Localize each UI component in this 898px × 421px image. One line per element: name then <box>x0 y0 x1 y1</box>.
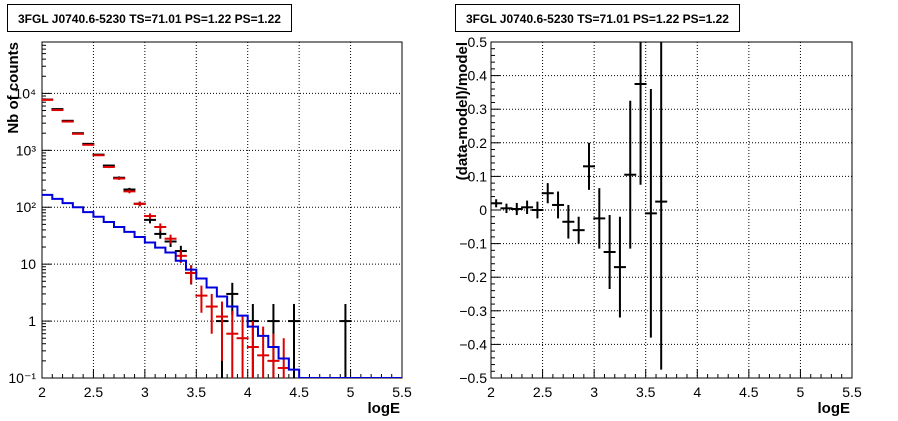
left-plot: 2 2.5 3 3.5 4 4.5 5 5.5 10⁻¹ 1 10 10² 10³ 10⁴ logE Nb o… <box>5 41 412 417</box>
right-data-point <box>491 199 503 208</box>
right-data-point <box>603 215 616 289</box>
right-data-point <box>644 89 657 338</box>
left-data-point <box>154 223 167 232</box>
left-y-tick-label: 10⁻¹ <box>8 370 36 386</box>
right-data-point <box>624 100 637 249</box>
left-x-axis-label: logE <box>368 400 401 417</box>
left-x-tick-label: 3 <box>141 384 149 400</box>
left-x-tick-label: 2 <box>38 384 46 400</box>
right-y-tick-label: 0.2 <box>468 135 488 151</box>
right-y-tick-label: 0.4 <box>468 68 488 84</box>
right-data-point <box>510 202 523 216</box>
left-plot-title: 3FGL J0740.6-5230 TS=71.01 PS=1.22 PS=1.… <box>7 4 292 32</box>
right-x-tick-label: 4.5 <box>739 384 759 400</box>
right-x-axis-label: logE <box>818 400 851 417</box>
left-series-2 <box>42 193 402 378</box>
right-data-point <box>500 203 513 214</box>
left-x-tick-label: 5 <box>347 384 355 400</box>
right-series-0 <box>491 42 668 370</box>
right-data-point <box>593 188 606 249</box>
left-data-point <box>246 321 259 378</box>
left-model-histogram <box>42 193 402 378</box>
right-y-tick-label: −0.1 <box>459 236 487 252</box>
right-x-tick-label: 2 <box>487 384 495 400</box>
left-x-tick-label: 5.5 <box>392 384 412 400</box>
right-x-tick-label: 5.5 <box>842 384 862 400</box>
left-data-point <box>267 333 280 378</box>
left-data-point <box>288 303 300 378</box>
left-data-point <box>133 201 146 207</box>
left-data-point <box>51 109 64 112</box>
left-data-point <box>102 165 115 169</box>
right-x-tick-label: 3 <box>590 384 598 400</box>
right-y-tick-label: −0.2 <box>459 269 487 285</box>
right-y-tick-label: 0.1 <box>468 168 488 184</box>
left-data-point <box>216 301 228 361</box>
right-plot: 2 2.5 3 3.5 4 4.5 5 5.5 −0.5 −0.4 −0.3 −0.2 −0.1 0 0.1… <box>454 34 862 417</box>
right-data-point <box>582 142 595 190</box>
right-y-tick-label: 0.5 <box>468 34 488 50</box>
right-data-point <box>655 42 668 370</box>
right-y-tick-label: −0.3 <box>459 303 487 319</box>
right-data <box>491 42 668 370</box>
left-y-tick-label: 10³ <box>16 142 37 158</box>
left-data-point <box>144 213 156 220</box>
left-y-tick-label: 1 <box>28 313 36 329</box>
left-y-tick-label: 10⁴ <box>14 85 36 101</box>
left-x-tick-label: 4 <box>244 384 252 400</box>
left-data-point <box>205 293 218 334</box>
right-y-tick-label: −0.4 <box>459 336 487 352</box>
left-data-point <box>164 234 177 244</box>
right-x-tick-label: 4 <box>693 384 701 400</box>
right-x-tick-label: 5 <box>797 384 805 400</box>
left-data-point <box>113 177 126 180</box>
left-data-point <box>226 311 239 378</box>
left-data-point <box>123 189 136 194</box>
left-data-point <box>195 285 208 313</box>
right-data-point <box>634 42 647 185</box>
right-y-tick-label: −0.5 <box>459 370 487 386</box>
left-data-point <box>72 132 84 135</box>
right-plot-title: 3FGL J0740.6-5230 TS=71.01 PS=1.22 PS=1.… <box>455 4 740 32</box>
left-y-tick-label: 10 <box>20 256 36 272</box>
left-x-tick-label: 4.5 <box>289 384 309 400</box>
left-data-point <box>185 265 198 284</box>
right-x-tick-label: 2.5 <box>533 384 553 400</box>
right-y-axis-label: (data-model)/model <box>454 42 471 180</box>
left-data-point <box>154 229 167 239</box>
right-x-tick-label: 3.5 <box>636 384 656 400</box>
left-data-point <box>236 316 249 378</box>
right-data-point <box>572 216 585 244</box>
right-data-point <box>541 183 554 204</box>
right-data-point <box>552 191 565 219</box>
left-x-tick-label: 2.5 <box>84 384 104 400</box>
left-y-axis-label: Nb of counts <box>5 42 22 134</box>
left-data <box>42 98 402 378</box>
right-y-tick-label: 0 <box>479 202 487 218</box>
left-data-point <box>92 154 105 157</box>
left-data-point <box>61 120 74 123</box>
right-data-point <box>613 216 626 318</box>
left-data-point <box>42 98 54 101</box>
right-data-point <box>531 201 544 219</box>
left-y-tick-label: 10² <box>16 199 37 215</box>
left-data-point <box>339 303 352 378</box>
right-data-point <box>562 204 575 239</box>
right-data-point <box>521 200 534 215</box>
left-data-point <box>226 282 239 315</box>
left-series-1 <box>42 98 290 378</box>
right-y-tick-label: 0.3 <box>468 101 488 117</box>
left-x-tick-label: 3.5 <box>187 384 207 400</box>
left-data-point <box>82 143 95 146</box>
